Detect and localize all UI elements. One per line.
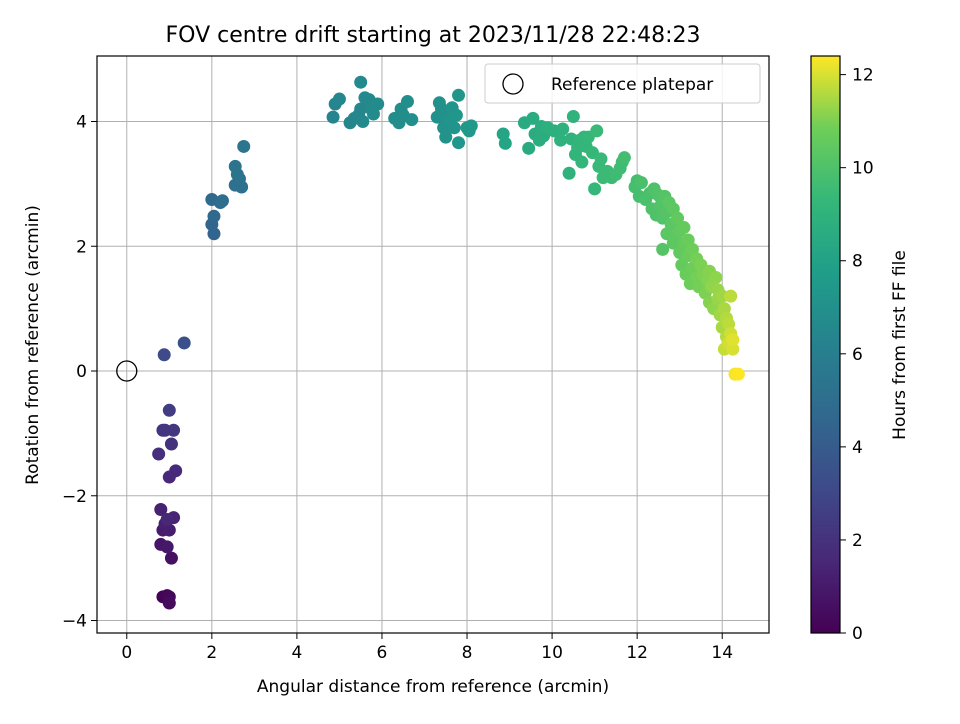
data-point <box>154 502 168 516</box>
colorbar: 0 2 4 6 8 10 12 Hours from first FF file <box>810 55 910 644</box>
x-tick-label: 8 <box>462 643 473 663</box>
data-point <box>726 342 740 356</box>
data-point <box>354 102 368 116</box>
data-point <box>588 182 602 196</box>
data-point <box>228 159 242 173</box>
colorbar-tick-label: 12 <box>852 66 874 86</box>
data-point <box>215 194 229 208</box>
y-axis-ticks: −4 −2 0 2 4 <box>62 112 97 632</box>
x-tick-label: 12 <box>626 643 648 663</box>
data-point <box>575 155 589 169</box>
data-point <box>554 133 568 147</box>
data-point <box>594 152 608 166</box>
colorbar-tick-label: 10 <box>852 159 874 179</box>
data-point <box>724 289 738 303</box>
colorbar-tick-label: 8 <box>852 252 863 272</box>
chart-title: FOV centre drift starting at 2023/11/28 … <box>166 23 701 48</box>
x-tick-label: 14 <box>711 643 733 663</box>
data-point <box>562 166 576 180</box>
data-point <box>157 348 171 362</box>
x-tick-label: 4 <box>291 643 302 663</box>
data-point <box>526 111 540 125</box>
data-point <box>656 242 670 256</box>
x-tick-label: 2 <box>206 643 217 663</box>
data-point <box>449 108 463 122</box>
colorbar-tick-label: 4 <box>852 438 863 458</box>
y-tick-label: −2 <box>62 487 87 507</box>
colorbar-tick-label: 6 <box>852 345 863 365</box>
data-point <box>435 102 449 116</box>
colorbar-label: Hours from first FF file <box>890 250 910 440</box>
data-point <box>498 136 512 150</box>
data-point <box>452 136 466 150</box>
data-point <box>400 95 414 109</box>
y-tick-label: 0 <box>76 362 87 382</box>
legend-marker-reference <box>502 73 524 95</box>
data-point <box>237 139 251 153</box>
data-point <box>160 512 174 526</box>
data-point <box>356 114 370 128</box>
data-point <box>590 124 604 138</box>
data-point <box>354 75 368 89</box>
data-point <box>617 151 631 165</box>
data-point <box>731 367 745 381</box>
data-point <box>634 176 648 190</box>
data-point <box>162 403 176 417</box>
y-tick-label: −4 <box>62 612 87 632</box>
data-point <box>671 211 685 225</box>
data-point <box>709 270 723 284</box>
data-point <box>366 107 380 121</box>
data-point <box>566 110 580 124</box>
data-point <box>405 113 419 127</box>
data-point <box>452 88 466 102</box>
legend: Reference platepar <box>484 63 761 104</box>
grid-lines <box>97 56 769 633</box>
colorbar-gradient <box>810 55 841 634</box>
data-point <box>160 540 174 554</box>
data-point <box>439 130 453 144</box>
data-point <box>447 121 461 135</box>
colorbar-tick-label: 2 <box>852 531 863 551</box>
data-point <box>164 551 178 565</box>
data-point <box>152 447 166 461</box>
data-point <box>522 141 536 155</box>
y-tick-label: 2 <box>76 237 87 257</box>
plot-frame <box>96 55 770 634</box>
data-point <box>677 221 691 235</box>
data-point <box>162 596 176 610</box>
data-point <box>164 437 178 451</box>
data-point <box>726 333 740 347</box>
data-point <box>167 423 181 437</box>
y-tick-label: 4 <box>76 112 87 132</box>
x-tick-label: 6 <box>377 643 388 663</box>
colorbar-tick-label: 0 <box>852 624 863 644</box>
data-point <box>556 122 570 136</box>
data-point <box>371 97 385 111</box>
data-point <box>177 336 191 350</box>
data-point <box>169 464 183 478</box>
x-tick-label: 0 <box>121 643 132 663</box>
data-point <box>207 209 221 223</box>
x-tick-label: 10 <box>541 643 563 663</box>
colorbar-ticks: 0 2 4 6 8 10 12 <box>840 66 874 644</box>
reference-platepar-marker <box>116 360 138 382</box>
legend-entry-reference: Reference platepar <box>551 75 713 95</box>
y-axis-label: Rotation from reference (arcmin) <box>23 205 43 485</box>
data-points <box>152 75 745 610</box>
data-point <box>464 119 478 133</box>
data-point <box>326 110 340 124</box>
data-point <box>332 92 346 106</box>
legend-box <box>484 63 761 104</box>
x-axis-ticks: 0 2 4 6 8 10 12 14 <box>121 633 733 663</box>
x-axis-label: Angular distance from reference (arcmin) <box>257 677 609 697</box>
